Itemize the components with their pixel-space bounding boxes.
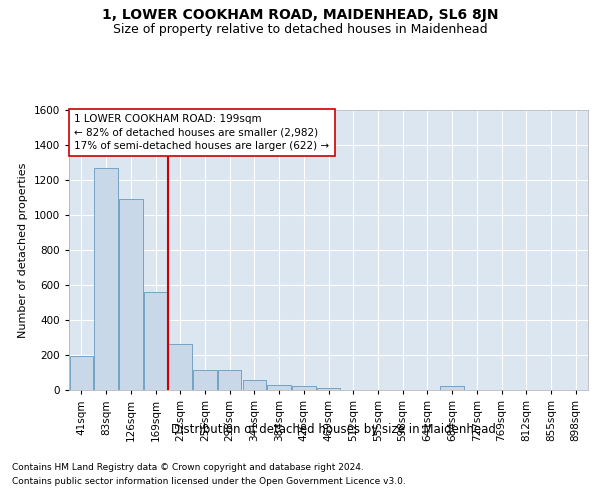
Bar xyxy=(119,199,143,390)
Text: Distribution of detached houses by size in Maidenhead: Distribution of detached houses by size … xyxy=(170,422,496,436)
Text: 1, LOWER COOKHAM ROAD, MAIDENHEAD, SL6 8JN: 1, LOWER COOKHAM ROAD, MAIDENHEAD, SL6 8… xyxy=(102,8,498,22)
Text: Contains HM Land Registry data © Crown copyright and database right 2024.: Contains HM Land Registry data © Crown c… xyxy=(12,462,364,471)
Bar xyxy=(242,380,266,390)
Bar xyxy=(218,370,241,390)
Bar xyxy=(144,292,167,390)
Bar xyxy=(440,386,464,390)
Text: Size of property relative to detached houses in Maidenhead: Size of property relative to detached ho… xyxy=(113,22,487,36)
Bar xyxy=(317,388,340,390)
Bar xyxy=(268,385,291,390)
Bar xyxy=(292,386,316,390)
Text: 1 LOWER COOKHAM ROAD: 199sqm
← 82% of detached houses are smaller (2,982)
17% of: 1 LOWER COOKHAM ROAD: 199sqm ← 82% of de… xyxy=(74,114,329,150)
Bar xyxy=(193,370,217,390)
Text: Contains public sector information licensed under the Open Government Licence v3: Contains public sector information licen… xyxy=(12,478,406,486)
Bar xyxy=(70,356,93,390)
Y-axis label: Number of detached properties: Number of detached properties xyxy=(18,162,28,338)
Bar xyxy=(169,344,192,390)
Bar xyxy=(94,168,118,390)
